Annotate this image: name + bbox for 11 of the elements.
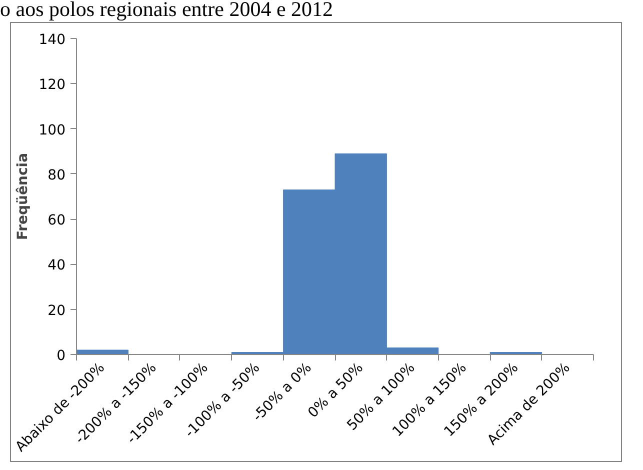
y-tick-label: 20 xyxy=(48,302,66,319)
y-tick-label: 0 xyxy=(56,348,66,364)
y-tick-label: 100 xyxy=(38,122,66,138)
y-axis-title: Freqüência xyxy=(14,152,31,240)
y-tick-label: 60 xyxy=(48,212,66,229)
y-tick-label: 40 xyxy=(48,258,66,274)
bar xyxy=(76,350,128,354)
y-tick-label: 120 xyxy=(38,77,66,94)
y-tick-label: 140 xyxy=(38,32,66,48)
chart-title: o aos polos regionais entre 2004 e 2012 xyxy=(0,0,334,21)
y-tick-label: 80 xyxy=(48,167,66,184)
